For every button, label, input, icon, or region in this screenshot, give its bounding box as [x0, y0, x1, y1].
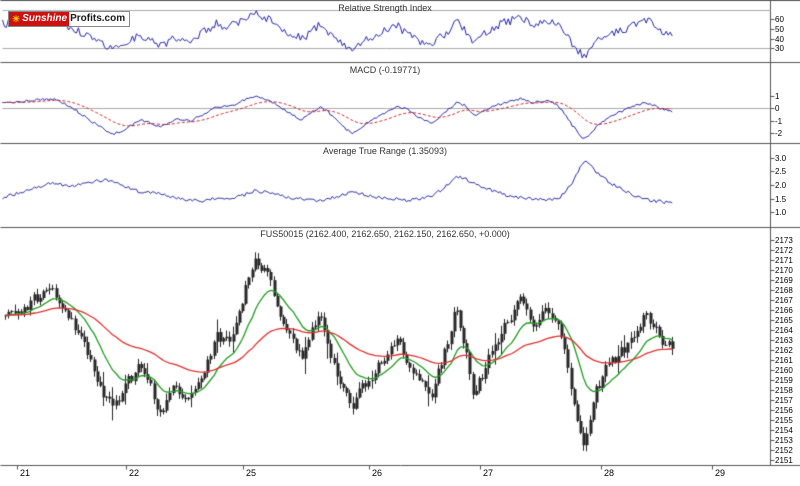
logo-text-sunshine: Sunshine	[22, 13, 68, 24]
logo-red-block: ☀ Sunshine	[9, 12, 70, 26]
sun-icon: ☀	[12, 14, 21, 24]
logo-text-profits: Profits.com	[70, 13, 126, 24]
sunshineprofits-logo: ☀ Sunshine Profits.com	[8, 11, 131, 27]
